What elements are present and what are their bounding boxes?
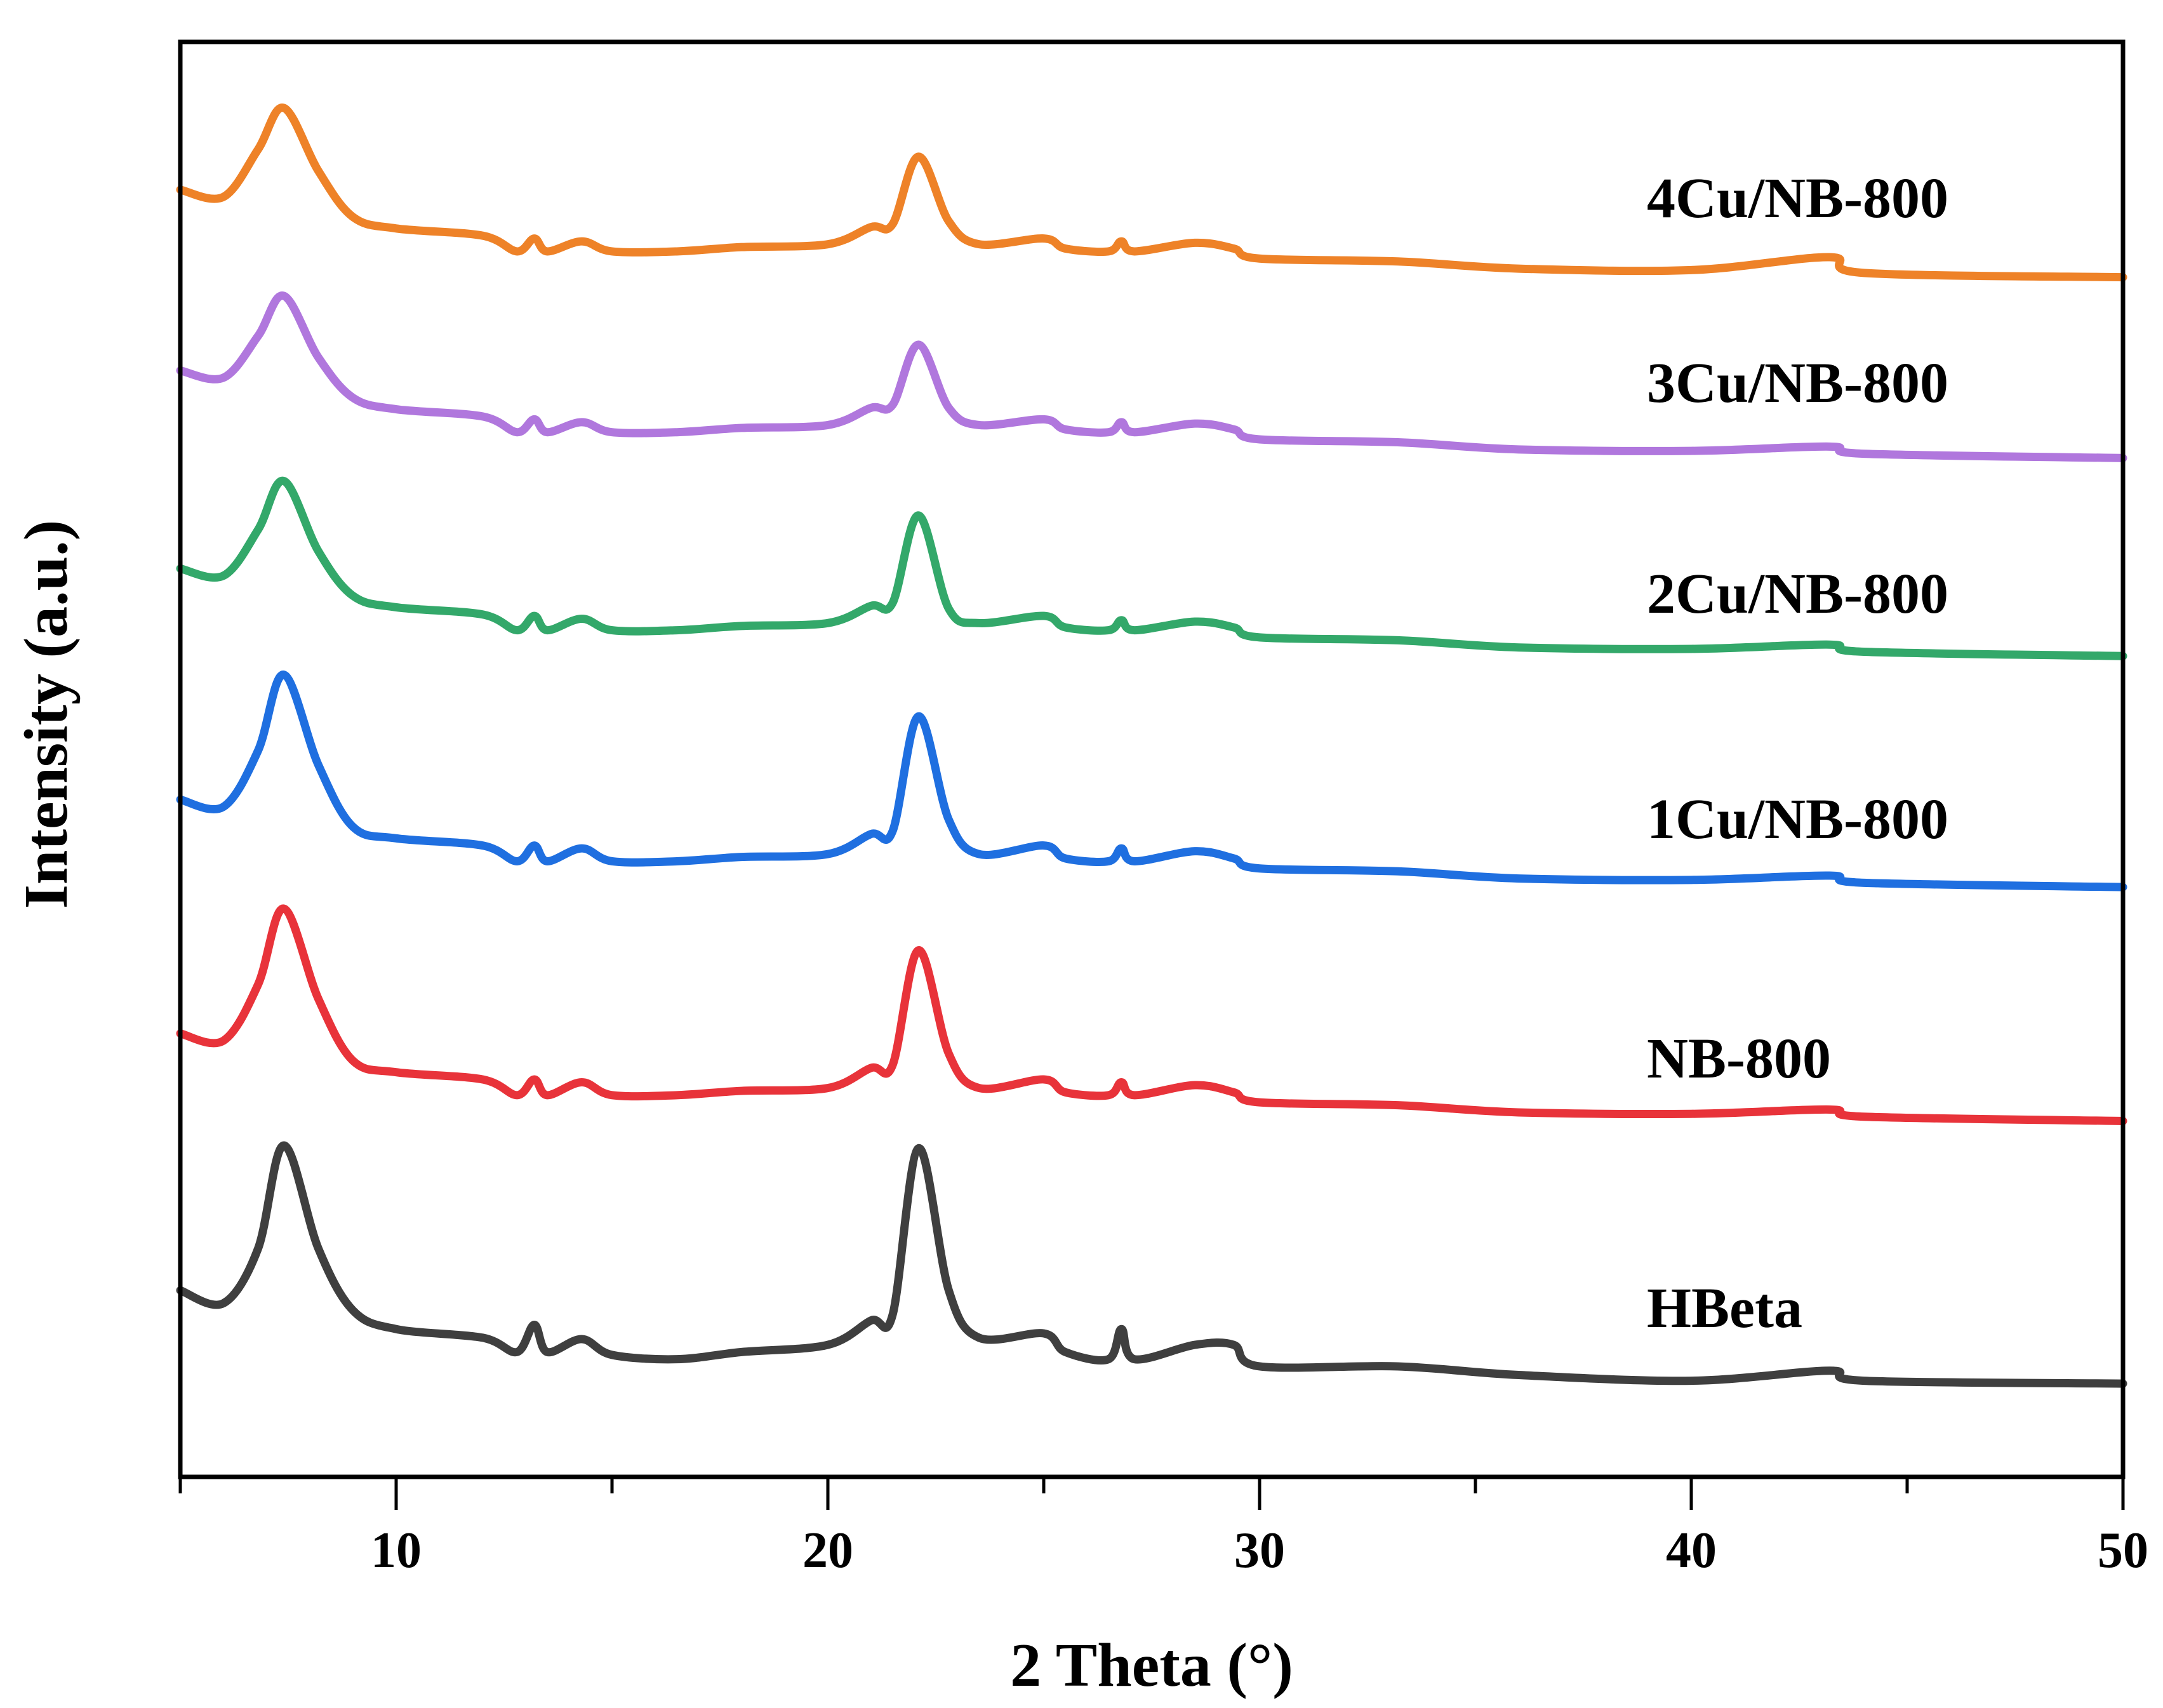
- series-label: HBeta: [1647, 1277, 1802, 1340]
- plot-frame: [178, 39, 2126, 1479]
- series-line-1: [176, 904, 2127, 1126]
- series-line-4: [176, 291, 2127, 462]
- series-labels: HBeta NB-800 1Cu/NB-800 2Cu/NB-800 3Cu/NB-80…: [1647, 167, 1948, 1340]
- series-line-0: [176, 1141, 2127, 1388]
- series-traces: [176, 103, 2127, 1388]
- x-tick-label: 40: [1666, 1523, 1717, 1578]
- series-label: 2Cu/NB-800: [1647, 563, 1948, 625]
- series-label: 3Cu/NB-800: [1647, 352, 1948, 415]
- x-tick-label: 50: [2098, 1523, 2148, 1578]
- x-tick-label: 10: [371, 1523, 422, 1578]
- x-tick-label: 30: [1234, 1523, 1285, 1578]
- series-label: 1Cu/NB-800: [1647, 788, 1948, 851]
- x-axis-ticks: 10 20 30 40 50: [178, 1477, 2148, 1578]
- series-line-2: [176, 671, 2127, 891]
- series-line-5: [176, 103, 2127, 282]
- x-tick-label: 20: [802, 1523, 853, 1578]
- series-line-3: [176, 477, 2127, 660]
- x-axis-title: 2 Theta (°): [1010, 1631, 1293, 1700]
- series-label: 4Cu/NB-800: [1647, 167, 1948, 230]
- series-label: NB-800: [1647, 1027, 1831, 1090]
- y-axis-title: Intensity (a.u.): [12, 520, 81, 909]
